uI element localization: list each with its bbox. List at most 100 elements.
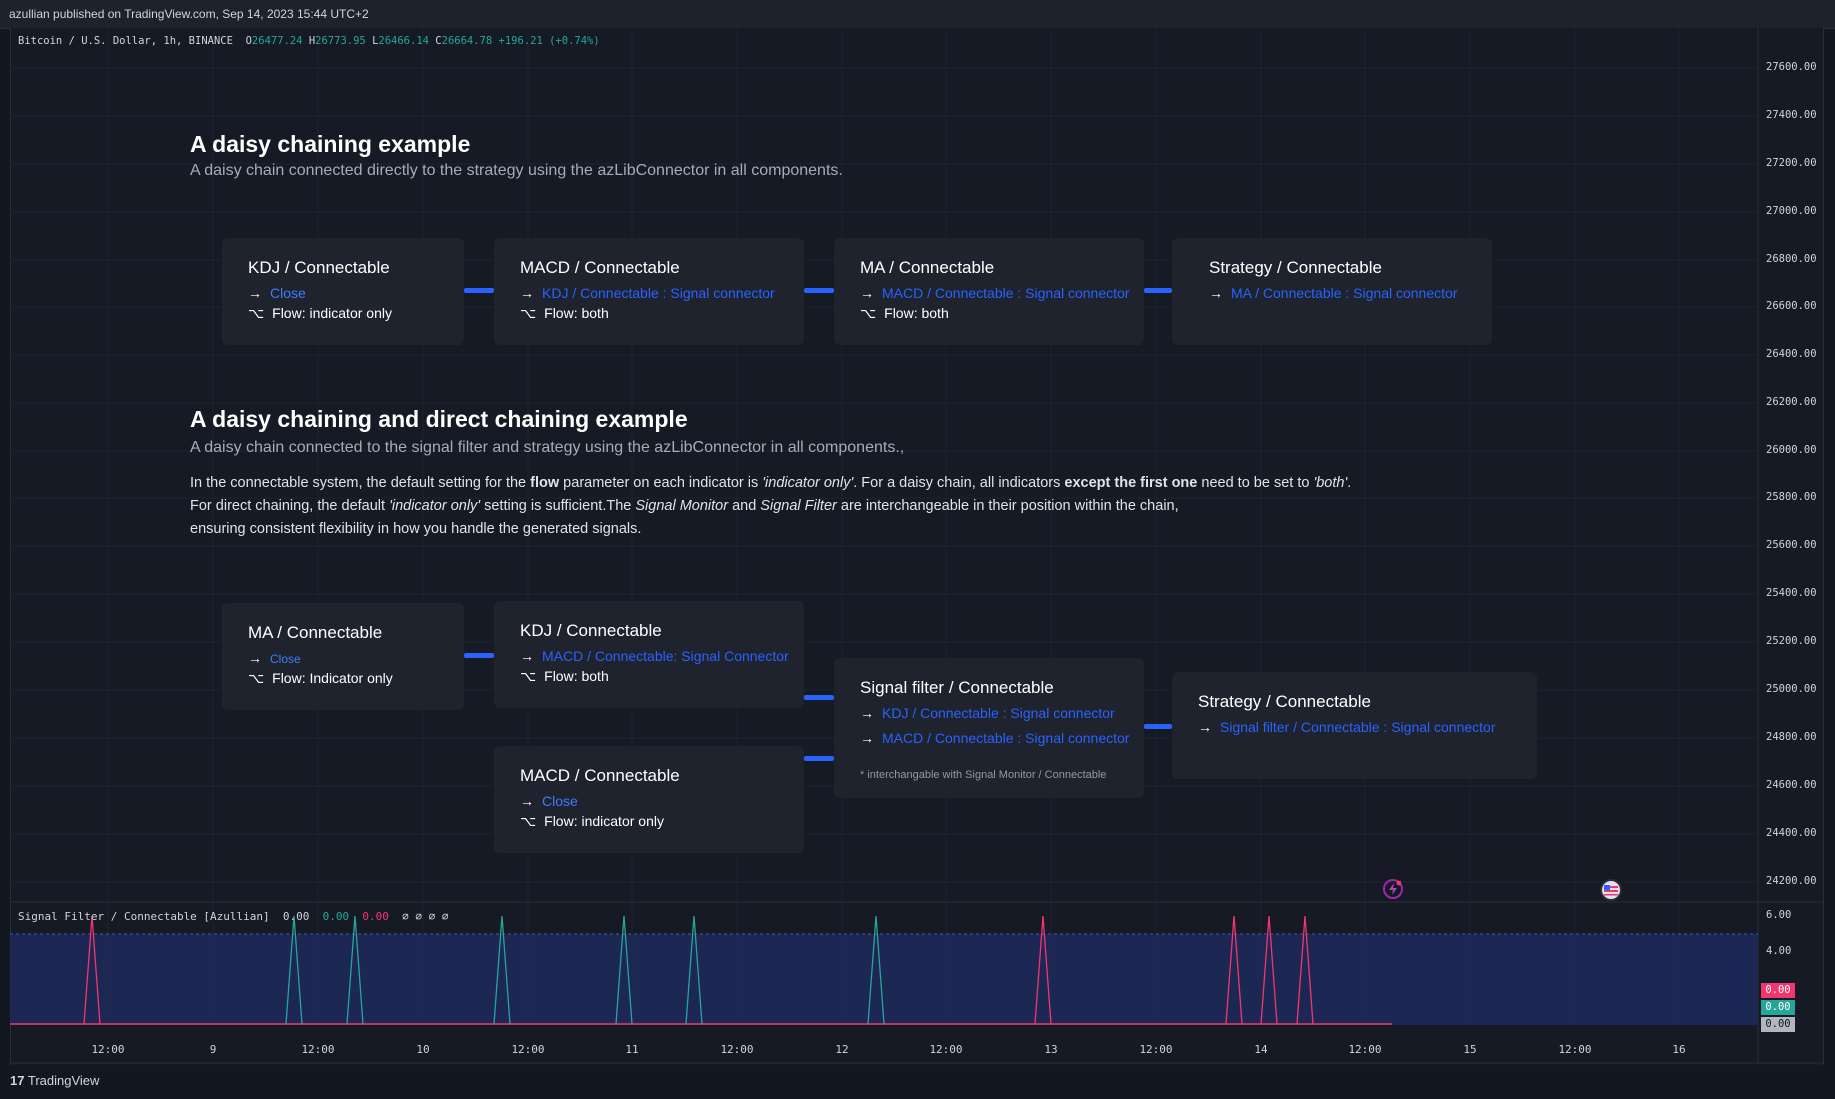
source-link[interactable]: MACD / Connectable : Signal connector bbox=[882, 285, 1130, 301]
spike-sell-1 bbox=[83, 915, 101, 1025]
ma-box[interactable]: MA / Connectable → MACD / Connectable : S… bbox=[834, 238, 1144, 345]
indicator-legend[interactable]: Signal Filter / Connectable [Azullian] 0… bbox=[18, 910, 449, 923]
price-tick: 27600.00 bbox=[1766, 61, 1817, 73]
source-link[interactable]: MACD / Connectable: Signal Connector bbox=[542, 648, 789, 664]
source-link[interactable]: Close bbox=[542, 793, 578, 809]
explanation-line-2: For direct chaining, the default 'indica… bbox=[190, 498, 1179, 514]
strategy-box[interactable]: Strategy / Connectable → MA / Connectable… bbox=[1172, 238, 1492, 345]
flow-row: ⌥ Flow: Indicator only bbox=[248, 670, 393, 687]
explanation-line-3: ensuring consistent flexibility in how y… bbox=[190, 521, 642, 537]
low-label: L bbox=[372, 35, 379, 47]
price-tick: 25600.00 bbox=[1766, 539, 1817, 551]
flow-icon: ⌥ bbox=[520, 305, 537, 321]
arrow-icon: → bbox=[860, 730, 874, 746]
strategy-box-2[interactable]: Strategy / Connectable → Signal filter / … bbox=[1172, 672, 1537, 779]
ohlc-legend[interactable]: Bitcoin / U.S. Dollar, 1h, BINANCE O2647… bbox=[18, 35, 600, 47]
section1-title: A daisy chaining example bbox=[190, 131, 471, 157]
symbol-name: Bitcoin / U.S. Dollar, 1h, BINANCE bbox=[18, 35, 233, 47]
arrow-icon: → bbox=[520, 285, 534, 301]
indicator-name: Signal Filter / Connectable [Azullian] bbox=[18, 910, 270, 923]
text: are interchangeable in their position wi… bbox=[836, 498, 1179, 514]
kdj-box-2[interactable]: KDJ / Connectable → MACD / Connectable: S… bbox=[494, 601, 804, 708]
macd-box[interactable]: MACD / Connectable → KDJ / Connectable : … bbox=[494, 238, 804, 345]
ma-box-2[interactable]: MA / Connectable → Close ⌥ Flow: Indicator… bbox=[222, 603, 464, 710]
sub-tick: 4.00 bbox=[1766, 945, 1792, 957]
sub-tick: 6.00 bbox=[1766, 909, 1792, 921]
flow-row: ⌥ Flow: both bbox=[520, 668, 609, 685]
lightning-event-icon[interactable] bbox=[1383, 879, 1403, 899]
box-title: MACD / Connectable bbox=[520, 766, 680, 785]
time-tick: 12:00 bbox=[929, 1043, 963, 1056]
arrow-icon: → bbox=[520, 648, 534, 664]
open-value: 26477.24 bbox=[251, 35, 303, 47]
macd-box-2[interactable]: MACD / Connectable → Close ⌥ Flow: indicat… bbox=[494, 746, 804, 853]
connector-line bbox=[1144, 724, 1172, 729]
spike-buy-3 bbox=[493, 915, 511, 1025]
input-row: → MA / Connectable : Signal connector bbox=[1209, 285, 1457, 301]
explanation-line-1: In the connectable system, the default s… bbox=[190, 475, 1351, 491]
tradingview-logo[interactable]: 17 TradingView bbox=[10, 1073, 99, 1088]
spike-sell-4 bbox=[1260, 915, 1278, 1025]
text: . bbox=[1347, 475, 1352, 491]
text-italic: 'indicator only' bbox=[389, 498, 481, 514]
signal-filter-box[interactable]: Signal filter / Connectable → KDJ / Conne… bbox=[834, 658, 1144, 798]
input-row: → KDJ / Connectable : Signal connector bbox=[860, 705, 1115, 721]
source-link[interactable]: MACD / Connectable : Signal connector bbox=[882, 730, 1130, 746]
source-link[interactable]: MA / Connectable : Signal connector bbox=[1231, 285, 1458, 301]
close-label: C bbox=[435, 35, 442, 47]
connector-line bbox=[464, 653, 494, 658]
text: In the connectable system, the default s… bbox=[190, 475, 531, 491]
time-tick: 12:00 bbox=[301, 1043, 335, 1056]
text: . For a daisy chain, all indicators bbox=[853, 475, 1065, 491]
section2-title: A daisy chaining and direct chaining exa… bbox=[190, 406, 688, 432]
input-row: → Close bbox=[248, 650, 301, 666]
text: and bbox=[728, 498, 761, 514]
input-row: → Close bbox=[248, 285, 306, 301]
price-tick: 26000.00 bbox=[1766, 444, 1817, 456]
arrow-icon: → bbox=[860, 285, 874, 301]
source-link[interactable]: KDJ / Connectable : Signal connector bbox=[542, 285, 775, 301]
arrow-icon: → bbox=[1198, 719, 1212, 735]
text: parameter on each indicator is bbox=[559, 475, 763, 491]
vertical-gridlines bbox=[107, 28, 1680, 1025]
flow-text: Flow: both bbox=[544, 305, 609, 321]
input-row: → MACD / Connectable: Signal Connector bbox=[520, 648, 789, 664]
input-row: → Signal filter / Connectable : Signal co… bbox=[1198, 719, 1496, 735]
section1-subtitle: A daisy chain connected directly to the … bbox=[190, 162, 843, 179]
price-tick: 27000.00 bbox=[1766, 205, 1817, 217]
brand-text: TradingView bbox=[27, 1073, 100, 1088]
source-link[interactable]: Close bbox=[270, 285, 306, 301]
indicator-value: 0.00 bbox=[282, 910, 310, 923]
logo-icon: 17 bbox=[10, 1073, 25, 1088]
signal-spikes bbox=[83, 915, 1314, 1025]
price-tick: 26600.00 bbox=[1766, 300, 1817, 312]
price-tick: 24800.00 bbox=[1766, 731, 1817, 743]
flow-text: Flow: both bbox=[884, 305, 949, 321]
price-tick: 25200.00 bbox=[1766, 635, 1817, 647]
spike-buy-1 bbox=[285, 915, 303, 1025]
box-title: Signal filter / Connectable bbox=[860, 678, 1054, 697]
time-tick: 9 bbox=[209, 1043, 217, 1056]
time-tick: 12:00 bbox=[1558, 1043, 1592, 1056]
kdj-box[interactable]: KDJ / Connectable → Close ⌥ Flow: indicato… bbox=[222, 238, 464, 345]
source-link[interactable]: KDJ / Connectable : Signal connector bbox=[882, 705, 1115, 721]
price-tick: 26200.00 bbox=[1766, 396, 1817, 408]
source-link[interactable]: Signal filter / Connectable : Signal con… bbox=[1220, 719, 1496, 735]
input-row: → MACD / Connectable : Signal connector bbox=[860, 730, 1129, 746]
indicator-value-sell: 0.00 bbox=[362, 910, 389, 923]
change-value: +196.21 (+0.74%) bbox=[498, 35, 600, 47]
us-flag-event-icon[interactable] bbox=[1600, 879, 1622, 901]
source-link[interactable]: Close bbox=[270, 652, 301, 666]
input-row: → MACD / Connectable : Signal connector bbox=[860, 285, 1129, 301]
badge-buy: 0.00 bbox=[1761, 1000, 1795, 1015]
time-tick: 16 bbox=[1672, 1043, 1686, 1056]
connector-line bbox=[1144, 288, 1172, 293]
box-title: Strategy / Connectable bbox=[1198, 692, 1371, 711]
box-title: MA / Connectable bbox=[860, 258, 995, 277]
text: setting is sufficient.The bbox=[480, 498, 636, 514]
high-label: H bbox=[308, 35, 316, 47]
spike-buy-5 bbox=[685, 915, 703, 1025]
badge-neutral: 0.00 bbox=[1761, 1017, 1795, 1032]
text: need to be set to bbox=[1197, 475, 1314, 491]
